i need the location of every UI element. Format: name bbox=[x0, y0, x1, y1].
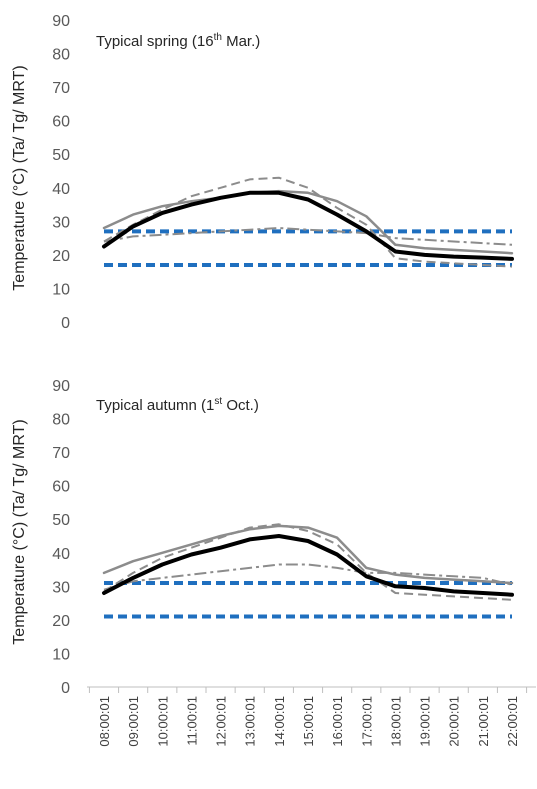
panel-autumn: Temperature (°C) (Ta/ Tg/ MRT) Typical a… bbox=[11, 378, 536, 697]
ytick-label: 70 bbox=[52, 445, 70, 462]
ytick-label: 40 bbox=[52, 181, 70, 198]
xtick-label: 08:00:01 bbox=[97, 696, 112, 747]
autumn-ylabel: Temperature (°C) (Ta/ Tg/ MRT) bbox=[11, 419, 28, 644]
xtick-label: 10:00:01 bbox=[155, 696, 170, 747]
ytick-label: 0 bbox=[61, 680, 70, 697]
ytick-label: 90 bbox=[52, 13, 70, 30]
ytick-label: 30 bbox=[52, 214, 70, 231]
xtick-label: 09:00:01 bbox=[126, 696, 141, 747]
series-line-black-thick bbox=[102, 190, 514, 261]
ytick-label: 20 bbox=[52, 613, 70, 630]
ytick-label: 50 bbox=[52, 147, 70, 164]
spring-title-tail: Mar.) bbox=[222, 33, 260, 50]
ytick-label: 60 bbox=[52, 114, 70, 131]
ytick-label: 80 bbox=[52, 412, 70, 429]
series-line-gray-solid bbox=[102, 189, 514, 255]
ytick-label: 0 bbox=[61, 315, 70, 332]
xtick-label: 14:00:01 bbox=[272, 696, 287, 747]
ytick-label: 10 bbox=[52, 281, 70, 298]
autumn-title-sup: st bbox=[214, 396, 222, 407]
xtick-label: 17:00:01 bbox=[359, 696, 374, 747]
ytick-label: 90 bbox=[52, 378, 70, 395]
xtick-label: 20:00:01 bbox=[447, 696, 462, 747]
xtick-label: 22:00:01 bbox=[505, 696, 520, 747]
ytick-label: 20 bbox=[52, 248, 70, 265]
spring-plot-area: 0 10 20 30 40 50 60 70 80 90 bbox=[52, 13, 514, 332]
xtick-label: 13:00:01 bbox=[243, 696, 258, 747]
spring-title: Typical spring (16th Mar.) bbox=[96, 32, 260, 50]
ytick-label: 30 bbox=[52, 579, 70, 596]
x-axis-tick-labels: 08:00:01 09:00:01 10:00:01 11:00:01 12:00:01… bbox=[97, 696, 520, 747]
spring-title-main: Typical spring (16 bbox=[96, 33, 214, 50]
ytick-label: 80 bbox=[52, 47, 70, 64]
xtick-label: 21:00:01 bbox=[476, 696, 491, 747]
xtick-label: 19:00:01 bbox=[418, 696, 433, 747]
ytick-label: 10 bbox=[52, 646, 70, 663]
xtick-label: 12:00:01 bbox=[214, 696, 229, 747]
series-line-gray-dash bbox=[103, 176, 513, 268]
autumn-title: Typical autumn (1st Oct.) bbox=[96, 396, 259, 414]
series-line-gray-dash bbox=[103, 523, 513, 601]
xtick-label: 18:00:01 bbox=[388, 696, 403, 747]
ytick-label: 50 bbox=[52, 512, 70, 529]
series-line-gray-solid bbox=[102, 524, 514, 585]
xtick-label: 11:00:01 bbox=[184, 696, 199, 746]
autumn-plot-area: 0 10 20 30 40 50 60 70 80 90 bbox=[52, 378, 536, 697]
ytick-label: 70 bbox=[52, 80, 70, 97]
autumn-title-main: Typical autumn (1 bbox=[96, 397, 214, 414]
panel-spring: Temperature (°C) (Ta/ Tg/ MRT) Typical s… bbox=[11, 13, 514, 332]
series-line-black-thick bbox=[102, 534, 514, 597]
xtick-label: 15:00:01 bbox=[301, 696, 316, 747]
spring-title-sup: th bbox=[214, 32, 222, 43]
series-line-gray-dashdot bbox=[103, 563, 513, 591]
xtick-label: 16:00:01 bbox=[330, 696, 345, 747]
spring-ylabel: Temperature (°C) (Ta/ Tg/ MRT) bbox=[11, 65, 28, 290]
ytick-label: 60 bbox=[52, 479, 70, 496]
ytick-label: 40 bbox=[52, 546, 70, 563]
autumn-title-tail: Oct.) bbox=[222, 397, 259, 414]
